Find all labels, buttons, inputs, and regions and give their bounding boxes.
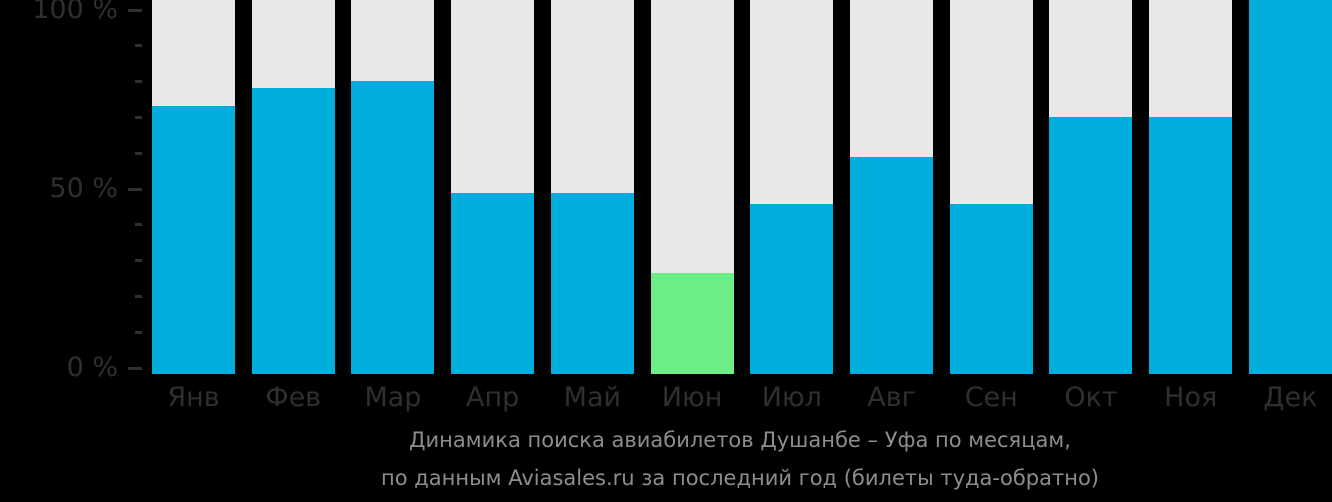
x-axis-label-3: Мар [364, 382, 422, 413]
bar [1049, 117, 1133, 374]
bar [351, 81, 435, 374]
bar [850, 157, 934, 374]
y-major-tick-0 [128, 367, 142, 370]
x-axis-label-12: Дек [1263, 382, 1318, 413]
y-minor-tick-10 [135, 331, 142, 334]
bar [152, 106, 235, 374]
x-axis: Янв Фев Мар Апр Май Июн Июл Авг Сен Окт Ноя Дек [148, 383, 1332, 413]
bar-column-9[interactable] [949, 0, 1033, 374]
bar-column-12[interactable] [1248, 0, 1332, 374]
chart-subtitle: по данным Aviasales.ru за последний год … [381, 466, 1099, 490]
y-minor-tick-20 [135, 295, 142, 298]
y-minor-tick-60 [135, 152, 142, 155]
bar-column-1[interactable] [152, 0, 235, 374]
bar-column-2[interactable] [251, 0, 335, 374]
bar-column-6[interactable] [650, 0, 734, 374]
y-minor-tick-70 [135, 116, 142, 119]
x-axis-label-8: Авг [867, 382, 916, 413]
chart-title: Динамика поиска авиабилетов Душанбе – Уф… [409, 428, 1071, 452]
bar [949, 204, 1033, 374]
x-axis-label-4: Апр [466, 382, 520, 413]
bar-column-5[interactable] [550, 0, 634, 374]
bar [1149, 117, 1233, 374]
x-axis-label-7: Июл [761, 382, 822, 413]
y-minor-tick-80 [135, 80, 142, 83]
bar-column-11[interactable] [1149, 0, 1233, 374]
bar-column-7[interactable] [750, 0, 834, 374]
x-axis-label-2: Фев [265, 382, 322, 413]
y-axis-label-0: 0 % [66, 352, 118, 383]
y-axis-label-50: 50 % [49, 173, 118, 204]
bar [451, 193, 535, 374]
y-major-tick-100 [128, 9, 142, 12]
y-axis-label-100: 100 % [32, 0, 118, 25]
y-minor-tick-90 [135, 44, 142, 47]
bar-highlight [650, 273, 734, 374]
bar-column-3[interactable] [351, 0, 435, 374]
x-axis-label-10: Окт [1064, 382, 1118, 413]
x-axis-label-1: Янв [167, 382, 220, 413]
x-axis-label-5: Май [563, 382, 622, 413]
y-major-tick-50 [128, 188, 142, 191]
x-axis-label-6: Июн [661, 382, 723, 413]
y-minor-tick-30 [135, 259, 142, 262]
bar [1248, 0, 1332, 374]
bar-column-8[interactable] [850, 0, 934, 374]
plot-area [148, 0, 1332, 374]
x-axis-label-11: Ноя [1164, 382, 1218, 413]
chart-caption: Динамика поиска авиабилетов Душанбе – Уф… [148, 428, 1332, 491]
bar [251, 88, 335, 374]
y-minor-tick-40 [135, 223, 142, 226]
bar-column-10[interactable] [1049, 0, 1133, 374]
bar-column-4[interactable] [451, 0, 535, 374]
bar [750, 204, 834, 374]
x-axis-label-9: Сен [964, 382, 1018, 413]
bar [550, 193, 634, 374]
y-axis: 0 % 50 % 100 % [0, 0, 148, 382]
